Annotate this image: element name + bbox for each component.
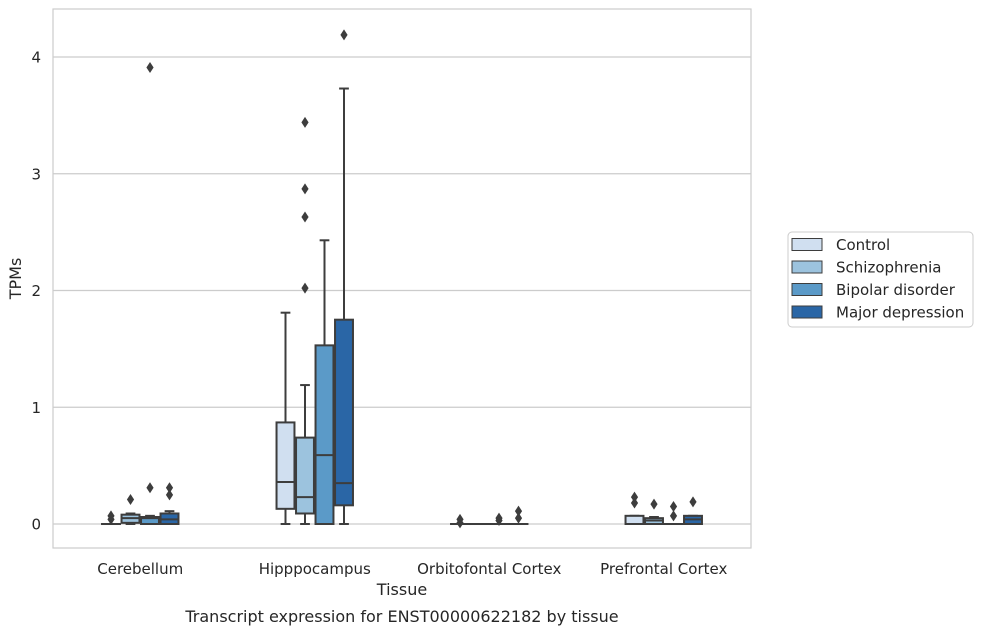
box-major-depression	[683, 496, 703, 526]
outlier-point	[340, 29, 348, 41]
legend-box	[787, 231, 974, 328]
box-iqr	[275, 421, 296, 510]
outlier-point	[456, 513, 464, 525]
legend-label: Major depression	[836, 304, 964, 322]
outlier-point	[630, 497, 639, 509]
box-major-depression	[334, 29, 354, 525]
x-axis-title: Tissue	[376, 580, 427, 599]
outlier-point	[126, 493, 135, 505]
y-tick-label: 2	[31, 282, 41, 300]
plot-frame	[52, 8, 752, 549]
legend-item: Schizophrenia	[791, 259, 941, 277]
y-tick-label: 0	[31, 516, 41, 534]
chart-caption: Transcript expression for ENST0000062218…	[184, 607, 618, 626]
outlier-point	[301, 211, 309, 223]
outlier-point	[301, 183, 309, 195]
box-bipolar-disorder	[663, 500, 684, 526]
box-control	[450, 513, 470, 529]
box-iqr	[314, 344, 335, 525]
x-tick-labels: Cerebellum Hipppocampus Orbitofontal Corte…	[97, 560, 727, 578]
box-iqr	[140, 515, 160, 525]
outlier-point	[107, 510, 115, 522]
outlier-point	[669, 500, 678, 512]
box-major-depression	[508, 505, 529, 526]
legend-item: Major depression	[791, 304, 964, 322]
y-axis-title: TPMs	[6, 258, 25, 301]
box-bipolar-disorder	[140, 62, 160, 525]
box-control	[275, 311, 296, 525]
y-tick-labels: 0 1 2 3 4	[31, 49, 41, 534]
legend-label: Bipolar disorder	[836, 281, 956, 299]
y-tick-label: 1	[31, 399, 41, 417]
box-schizophrenia	[120, 493, 141, 525]
outlier-point	[301, 116, 309, 128]
legend: Control Schizophrenia Bipolar disorder Majo…	[787, 231, 974, 328]
legend-swatch	[791, 238, 823, 251]
outlier-point	[146, 482, 154, 494]
legend-swatch	[791, 305, 823, 319]
box-iqr	[334, 318, 354, 507]
boxes	[101, 29, 703, 529]
box-schizophrenia	[295, 116, 315, 525]
outlier-point	[669, 510, 678, 522]
outlier-point	[514, 512, 523, 524]
box-bipolar-disorder	[489, 512, 509, 526]
x-tick-label: Prefrontal Cortex	[600, 560, 727, 578]
box-control	[101, 510, 121, 526]
x-tick-label: Hipppocampus	[259, 560, 371, 578]
outlier-point	[301, 282, 309, 294]
outlier-point	[165, 482, 174, 494]
outlier-point	[146, 62, 154, 74]
x-tick-label: Orbitofontal Cortex	[417, 560, 561, 578]
legend-item: Control	[791, 236, 890, 254]
legend-label: Schizophrenia	[836, 259, 941, 277]
box-major-depression	[159, 482, 180, 525]
box-schizophrenia	[644, 498, 664, 525]
legend-swatch	[791, 260, 823, 274]
y-tick-label: 3	[31, 165, 41, 183]
outlier-point	[165, 489, 174, 501]
box-iqr	[295, 436, 315, 515]
box-iqr	[624, 514, 645, 526]
y-tick-label: 4	[31, 49, 41, 67]
legend-label: Control	[836, 236, 890, 254]
outlier-point	[495, 512, 503, 524]
outlier-point	[514, 505, 523, 517]
outlier-point	[650, 498, 658, 510]
box-control	[624, 491, 645, 526]
legend-swatch	[791, 283, 823, 296]
outlier-point	[630, 491, 639, 503]
outlier-point	[689, 496, 697, 508]
x-tick-label: Cerebellum	[97, 560, 183, 578]
legend-item: Bipolar disorder	[791, 281, 956, 299]
gridlines	[53, 56, 751, 525]
box-bipolar-disorder	[314, 239, 335, 525]
